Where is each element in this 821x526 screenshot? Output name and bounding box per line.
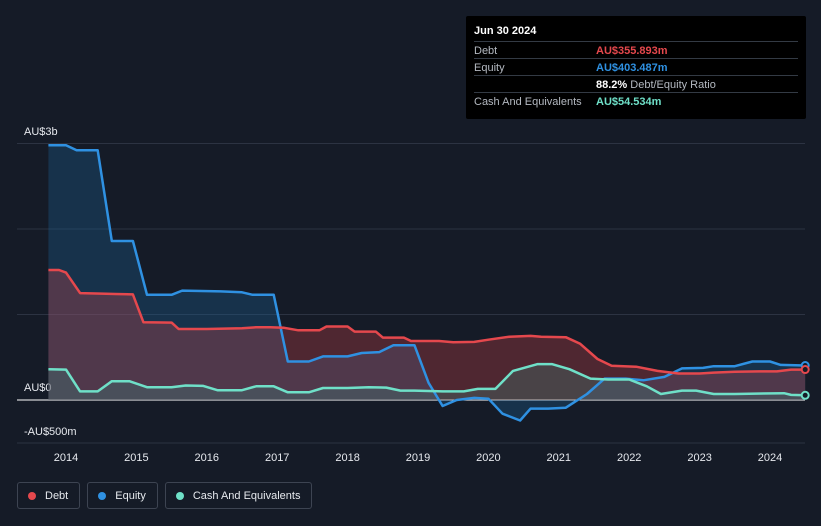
area-equity <box>48 145 806 421</box>
tooltip-equity-value: AU$403.487m <box>596 62 668 74</box>
y-axis-label: -AU$500m <box>24 426 77 438</box>
tooltip-ratio-value: 88.2% Debt/Equity Ratio <box>596 79 716 91</box>
tooltip-debt-value: AU$355.893m <box>596 45 668 57</box>
legend-item-cash[interactable]: Cash And Equivalents <box>164 482 313 509</box>
tooltip-row-equity: Equity AU$403.487m <box>474 58 798 76</box>
x-tick-label: 2014 <box>54 452 78 464</box>
legend-item-equity[interactable]: Equity <box>87 482 158 509</box>
x-tick-label: 2021 <box>547 452 571 464</box>
x-tick-label: 2015 <box>124 452 148 464</box>
legend-label-equity: Equity <box>115 489 146 502</box>
end-marker-cash-and-equivalents <box>800 390 810 400</box>
tooltip-date: Jun 30 2024 <box>474 25 537 37</box>
x-tick-label: 2024 <box>758 452 782 464</box>
legend-label-cash: Cash And Equivalents <box>192 489 301 502</box>
legend-dot-equity <box>98 491 107 500</box>
chart-legend: Debt Equity Cash And Equivalents <box>17 482 313 509</box>
tooltip-cash-label: Cash And Equivalents <box>474 96 582 108</box>
x-tick-label: 2020 <box>476 452 500 464</box>
tooltip-ratio-number: 88.2% <box>596 79 628 91</box>
x-tick-label: 2023 <box>687 452 711 464</box>
end-marker-debt <box>800 365 810 375</box>
tooltip-ratio-suffix: Debt/Equity Ratio <box>630 79 716 91</box>
line-cash-and-equivalents <box>48 362 806 397</box>
tooltip-row-debt: Debt AU$355.893m <box>474 41 798 59</box>
tooltip-row-cash: Cash And Equivalents AU$54.534m <box>474 92 798 110</box>
tooltip-debt-label: Debt <box>474 45 498 57</box>
legend-item-debt[interactable]: Debt <box>17 482 81 509</box>
legend-label-debt: Debt <box>45 489 69 502</box>
legend-dot-cash <box>175 491 184 500</box>
line-equity <box>48 143 806 422</box>
x-tick-label: 2016 <box>195 452 219 464</box>
y-axis-label: AU$0 <box>24 382 52 394</box>
legend-dot-debt <box>28 491 36 500</box>
line-debt <box>48 268 806 375</box>
chart-tooltip: Jun 30 2024 Debt AU$355.893m Equity AU$4… <box>466 16 806 119</box>
x-tick-label: 2017 <box>265 452 289 464</box>
x-tick-label: 2022 <box>617 452 641 464</box>
tooltip-equity-label: Equity <box>474 62 505 74</box>
tooltip-cash-value: AU$54.534m <box>596 96 662 108</box>
x-tick-label: 2019 <box>406 452 430 464</box>
x-tick-label: 2018 <box>335 452 359 464</box>
y-axis-label: AU$3b <box>24 126 58 138</box>
tooltip-row-ratio: 88.2% Debt/Equity Ratio <box>474 75 798 93</box>
area-debt <box>48 270 806 400</box>
